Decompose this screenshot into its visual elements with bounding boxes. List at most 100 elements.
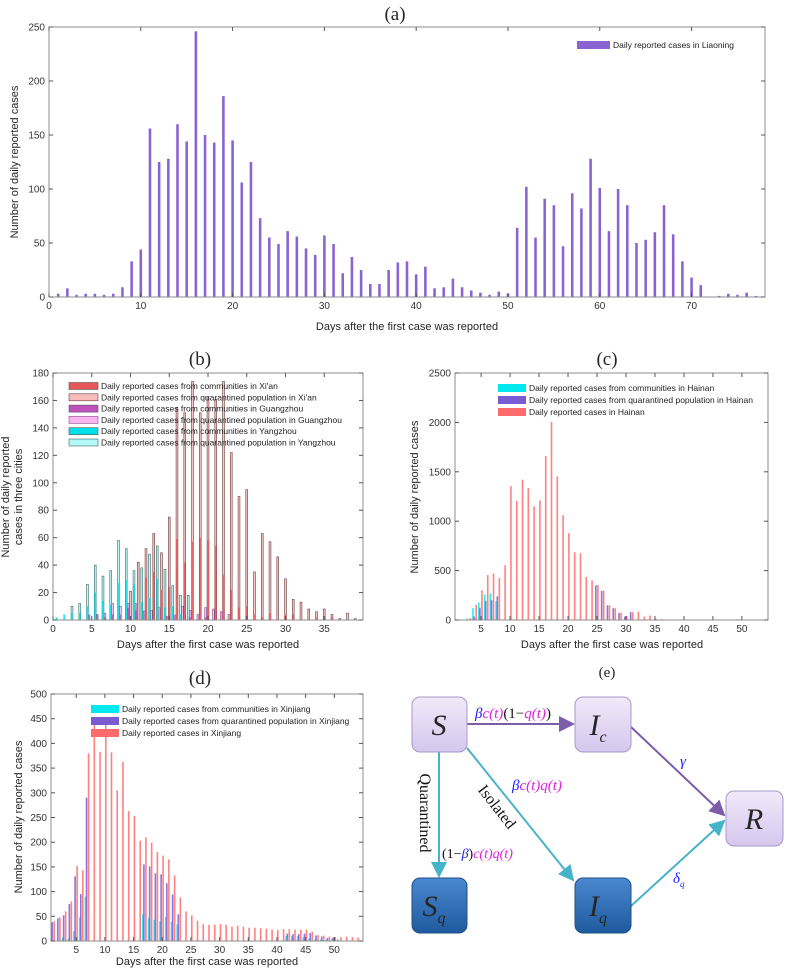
bar-d-series2-day5 [76, 865, 78, 941]
close-paren: ) [469, 847, 474, 862]
bar-c-series2-day30 [626, 616, 628, 620]
bar-c-series1-day8 [496, 596, 499, 620]
x-tick-label: 20 [202, 624, 214, 635]
bar-d-series0-day7 [84, 896, 87, 941]
y-tick-label: 250 [30, 813, 47, 824]
x-tick-label: 30 [214, 945, 226, 956]
bar-d-series1-day2 [57, 918, 59, 941]
bar-a-series0-day36 [378, 284, 381, 297]
legend-swatch [68, 438, 99, 447]
legend-label: Daily reported cases in Liaoning [613, 40, 734, 50]
bar-d-series0-day6 [78, 917, 81, 941]
bar-a-series0-day44 [451, 278, 455, 297]
bar-d-series1-day1 [51, 922, 53, 941]
y-tick-label: 150 [28, 131, 45, 142]
legend-label: Daily reported cases in Hainan [529, 407, 645, 417]
x-tick-label: 10 [135, 301, 147, 312]
bar-c-series2-day24 [591, 580, 593, 620]
bar-c-series2-day25 [597, 584, 599, 620]
bar-c-series1-day4 [473, 616, 475, 620]
label-s-to-iq: βc(t)q(t) [511, 778, 562, 794]
y-tick-label: 0 [43, 616, 49, 627]
bar-b-series1-day25 [245, 489, 248, 621]
legend-swatch [498, 408, 526, 416]
bar-d-series1-day3 [62, 915, 65, 941]
bar-b-series2-day8 [111, 614, 114, 620]
bar-a-series0-day65 [644, 239, 647, 297]
bar-c-series2-day21 [573, 552, 576, 620]
bar-a-series0-day35 [368, 284, 372, 297]
bar-b-series4-day2 [63, 614, 66, 620]
bar-c-series0-day6 [483, 594, 486, 620]
bar-a-series0-day37 [387, 270, 390, 297]
bar-a-series0-day29 [313, 254, 317, 297]
bar-d-series2-day43 [294, 929, 296, 941]
bar-c-series2-day12 [521, 479, 524, 620]
bar-a-series0-day21 [240, 182, 244, 297]
bar-d-series2-day21 [168, 859, 170, 941]
bar-a-series0-day68 [671, 234, 675, 297]
y-tick-label: 200 [28, 77, 45, 88]
bar-d-series2-day33 [236, 925, 239, 941]
panel-title-a: (a) [384, 4, 405, 25]
bar-c-series1-day5 [479, 608, 481, 620]
one-minus: (1− [503, 706, 524, 722]
bar-d-series2-day3 [64, 911, 67, 941]
bar-c-series2-day10 [510, 486, 512, 620]
legend-label: Daily reported cases from communities in… [101, 404, 303, 414]
node-r: R [725, 790, 784, 847]
legend-a: Daily reported cases in Liaoning [577, 40, 734, 50]
bar-a-series0-day26 [286, 231, 289, 297]
bar-b-series2-day20 [204, 617, 207, 620]
bar-a-series0-day75 [736, 294, 739, 297]
bar-c-series1-day6 [484, 600, 487, 620]
bar-c-series2-day22 [579, 553, 582, 620]
bar-d-series2-day9 [99, 751, 101, 941]
bar-c-series1-day27 [606, 605, 609, 620]
node-ic: Ic [574, 696, 632, 753]
bar-a-series0-day13 [167, 158, 170, 297]
bar-c-series2-day9 [504, 565, 506, 620]
bar-d-series2-day39 [271, 929, 273, 941]
bar-c-series2-day34 [649, 615, 651, 620]
bar-c-series1-day25 [595, 585, 597, 620]
y-axis-label: cases in three cities [13, 448, 25, 545]
seiqr-diagram: (e) S Ic R Sq Iq βc(t)(1−q(t)) βc(t)q(t)… [411, 665, 784, 934]
x-tick-label: 60 [594, 301, 606, 312]
node-iq-label: I [588, 890, 601, 923]
y-tick-label: 0 [39, 293, 45, 304]
axes-box-c [454, 372, 769, 621]
bar-c-series1-day7 [490, 600, 493, 620]
x-tick-label: 40 [411, 301, 423, 312]
bar-c-series2-day32 [637, 611, 640, 620]
bar-d-series0-day21 [164, 916, 167, 941]
bar-d-series1-day46 [309, 933, 312, 941]
y-axis-label: Number of daily reported cases [13, 740, 25, 893]
bar-d-series2-day12 [116, 790, 119, 941]
bar-c-series2-day18 [556, 476, 559, 620]
bar-a-series0-day77 [754, 295, 758, 297]
bar-a-series0-day25 [277, 244, 280, 297]
y-tick-label: 500 [30, 690, 47, 701]
bar-c-series2-day19 [562, 515, 564, 620]
bar-b-series4-day12 [140, 602, 143, 620]
bar-a-series0-day46 [469, 290, 473, 297]
bar-d-series2-day18 [150, 842, 153, 941]
legend-b: Daily reported cases from communities in… [68, 381, 342, 448]
svg-text:Iq: Iq [588, 890, 607, 927]
bar-a-series0-day43 [442, 287, 446, 297]
node-iq-subscript: q [599, 910, 607, 927]
bar-b-series1-day32 [299, 601, 303, 621]
bar-b-series4-day7 [102, 600, 104, 620]
bar-d-series0-day42 [285, 936, 287, 941]
legend-label: Daily reported cases from quarantined po… [529, 395, 753, 405]
y-tick-label: 0 [445, 616, 451, 627]
x-tick-label: 70 [686, 301, 698, 312]
bar-d-series1-day23 [177, 914, 180, 941]
x-tick-label: 15 [128, 945, 140, 956]
svg-text:R: R [744, 803, 763, 836]
bar-d-series2-day26 [196, 920, 199, 941]
bar-b-series0-day20 [207, 540, 209, 620]
y-tick-label: 450 [30, 714, 47, 725]
